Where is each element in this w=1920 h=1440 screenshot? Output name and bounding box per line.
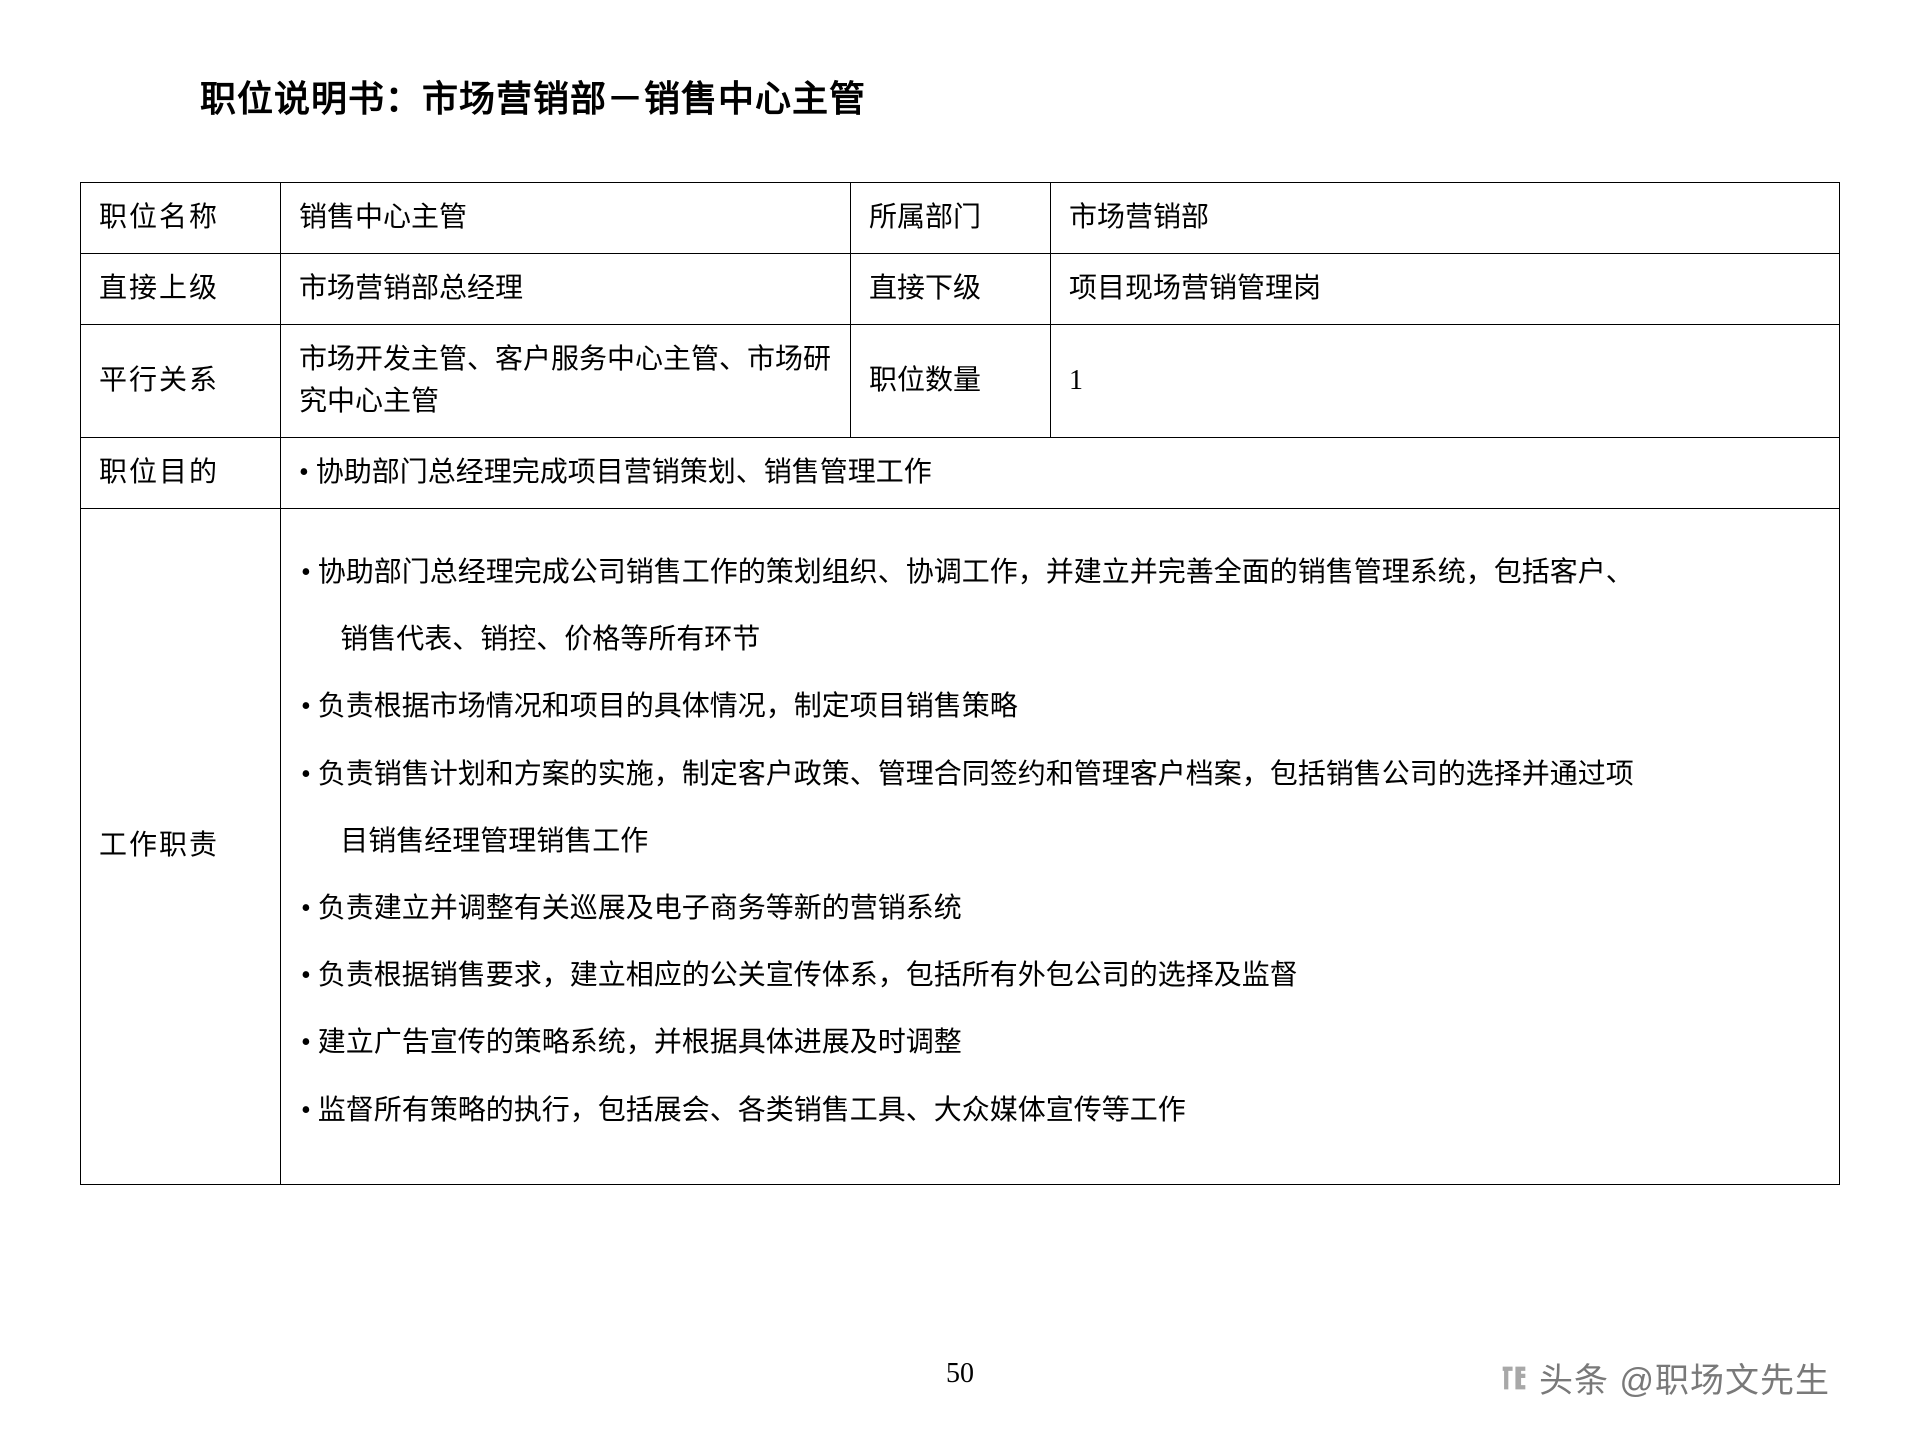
table-row: 工作职责 • 协助部门总经理完成公司销售工作的策划组织、协调工作，并建立并完善全… <box>81 509 1840 1185</box>
label-parallel-relation: 平行关系 <box>81 325 281 438</box>
responsibility-item: • 监督所有策略的执行，包括展会、各类销售工具、大众媒体宣传等工作 <box>301 1077 1819 1144</box>
label-job-responsibility: 工作职责 <box>81 509 281 1185</box>
table-row: 直接上级 市场营销部总经理 直接下级 项目现场营销管理岗 <box>81 254 1840 325</box>
value-position-name: 销售中心主管 <box>281 183 851 254</box>
value-position-purpose: • 协助部门总经理完成项目营销策划、销售管理工作 <box>281 438 1840 509</box>
job-description-table: 职位名称 销售中心主管 所属部门 市场营销部 直接上级 市场营销部总经理 直接下… <box>80 182 1840 1185</box>
label-position-purpose: 职位目的 <box>81 438 281 509</box>
value-direct-superior: 市场营销部总经理 <box>281 254 851 325</box>
value-department: 市场营销部 <box>1051 183 1840 254</box>
responsibility-item-cont: 销售代表、销控、价格等所有环节 <box>301 606 1819 673</box>
watermark-text: 头条 @职场文先生 <box>1539 1353 1830 1402</box>
watermark-icon <box>1497 1361 1531 1395</box>
label-position-count: 职位数量 <box>851 325 1051 438</box>
value-parallel-relation: 市场开发主管、客户服务中心主管、市场研究中心主管 <box>281 325 851 438</box>
label-position-name: 职位名称 <box>81 183 281 254</box>
value-direct-subordinate: 项目现场营销管理岗 <box>1051 254 1840 325</box>
label-direct-subordinate: 直接下级 <box>851 254 1051 325</box>
responsibility-item: • 协助部门总经理完成公司销售工作的策划组织、协调工作，并建立并完善全面的销售管… <box>301 539 1819 606</box>
responsibility-item: • 建立广告宣传的策略系统，并根据具体进展及时调整 <box>301 1009 1819 1076</box>
responsibility-item: • 负责根据销售要求，建立相应的公关宣传体系，包括所有外包公司的选择及监督 <box>301 942 1819 1009</box>
table-row: 职位名称 销售中心主管 所属部门 市场营销部 <box>81 183 1840 254</box>
value-job-responsibility: • 协助部门总经理完成公司销售工作的策划组织、协调工作，并建立并完善全面的销售管… <box>281 509 1840 1185</box>
responsibility-item-cont: 目销售经理管理销售工作 <box>301 808 1819 875</box>
label-department: 所属部门 <box>851 183 1051 254</box>
value-position-count: 1 <box>1051 325 1840 438</box>
responsibility-item: • 负责根据市场情况和项目的具体情况，制定项目销售策略 <box>301 673 1819 740</box>
watermark: 头条 @职场文先生 <box>1497 1353 1830 1402</box>
table-row: 平行关系 市场开发主管、客户服务中心主管、市场研究中心主管 职位数量 1 <box>81 325 1840 438</box>
responsibility-item: • 负责建立并调整有关巡展及电子商务等新的营销系统 <box>301 875 1819 942</box>
label-direct-superior: 直接上级 <box>81 254 281 325</box>
responsibility-item: • 负责销售计划和方案的实施，制定客户政策、管理合同签约和管理客户档案，包括销售… <box>301 741 1819 808</box>
document-title: 职位说明书：市场营销部－销售中心主管 <box>200 70 1840 122</box>
table-row: 职位目的 • 协助部门总经理完成项目营销策划、销售管理工作 <box>81 438 1840 509</box>
